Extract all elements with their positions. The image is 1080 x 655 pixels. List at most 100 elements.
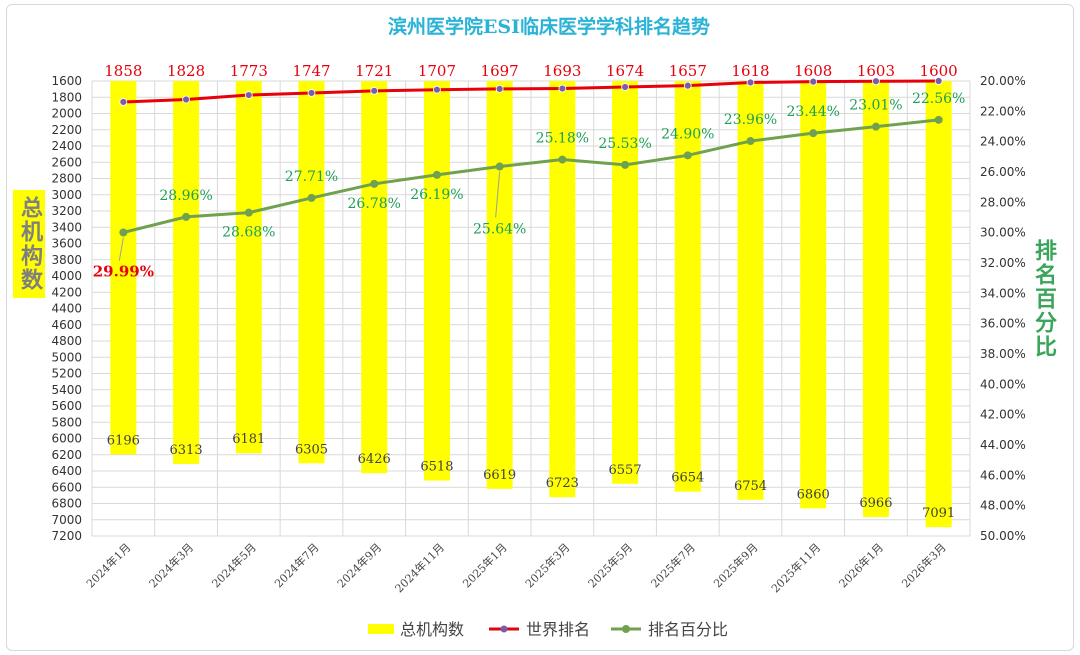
bar [737,81,764,500]
right-tick-label: 24.00% [980,135,1026,149]
legend-percent-label: 排名百分比 [648,620,728,639]
left-tick-label: 6600 [51,480,82,494]
x-tick-label: 2024年3月 [146,540,196,590]
left-tick-label: 2400 [51,139,82,153]
left-tick-label: 5400 [51,383,82,397]
x-tick-label: 2025年9月 [710,540,760,590]
bar [173,81,200,464]
legend-bar-swatch [368,624,394,634]
x-tick-label: 2025年11月 [768,540,823,595]
right-tick-label: 50.00% [980,529,1026,543]
bar [674,81,701,492]
percent-point [683,151,692,160]
chart-title: 滨州医学院ESI临床医学学科排名趋势 [388,15,710,38]
right-tick-label: 46.00% [980,468,1026,482]
bar [110,81,137,455]
left-tick-label: 3200 [51,204,82,218]
left-tick-label: 7200 [51,529,82,543]
rank-data-label: 1657 [669,62,707,80]
bar [549,81,576,498]
rank-data-label: 1828 [167,62,205,80]
left-tick-label: 5600 [51,399,82,413]
percent-point [119,228,128,237]
bar [298,81,325,464]
rank-point [809,77,818,86]
right-tick-label: 30.00% [980,226,1026,240]
right-tick-label: 32.00% [980,256,1026,270]
right-tick-label: 40.00% [980,377,1026,391]
left-tick-label: 6200 [51,448,82,462]
right-tick-label: 28.00% [980,195,1026,209]
percent-point [182,212,191,221]
percent-point [307,193,316,202]
rank-data-label: 1608 [794,62,832,80]
percent-data-label: 26.78% [348,196,401,212]
rank-point [119,98,128,106]
rank-data-label: 1603 [857,62,895,80]
rank-line [123,79,939,104]
x-tick-label: 2024年9月 [334,540,384,590]
rank-point [683,81,692,90]
left-tick-label: 6000 [51,432,82,446]
left-tick-label: 4000 [51,269,82,283]
rank-point [558,84,567,93]
percent-point [370,179,379,188]
percent-data-label: 24.90% [661,126,714,142]
percent-point [244,208,253,217]
left-tick-label: 2200 [51,123,82,137]
bar-data-label: 6654 [671,471,704,486]
rank-data-label: 1747 [292,62,330,80]
percent-data-label: 26.19% [410,187,463,203]
x-tick-label: 2024年5月 [209,540,259,590]
bar [235,81,262,454]
left-tick-label: 4600 [51,318,82,332]
bar-data-label: 6305 [295,442,328,457]
x-tick-label: 2026年1月 [836,540,886,590]
x-tick-label: 2026年3月 [899,540,949,590]
left-tick-label: 3000 [51,188,82,202]
bar-data-label: 6557 [609,463,642,478]
bar-data-label: 6426 [358,452,391,467]
rank-point [621,83,629,91]
right-tick-label: 36.00% [980,317,1026,331]
left-tick-label: 1600 [51,74,82,88]
x-tick-label: 2024年1月 [83,540,133,590]
left-tick-label: 7000 [51,513,82,527]
right-tick-label: 44.00% [980,438,1026,452]
x-tick-label: 2025年3月 [522,540,572,590]
rank-data-label: 1600 [920,62,958,80]
left-tick-label: 2000 [51,107,82,121]
percent-line [122,118,939,234]
percent-data-label: 28.96% [159,188,212,204]
percent-data-label: 22.56% [912,91,965,107]
bar [862,81,889,517]
legend-percent-marker [622,625,630,633]
legend-bar-label: 总机构数 [400,620,464,639]
rank-data-label: 1773 [230,62,268,80]
rank-data-label: 1618 [731,62,769,80]
percent-data-label: 25.64% [473,222,526,238]
left-tick-label: 5200 [51,367,82,381]
right-tick-label: 34.00% [980,286,1026,300]
percent-data-label: 25.18% [536,131,589,147]
bar-data-label: 6181 [232,432,265,447]
bar-data-label: 6619 [483,468,516,483]
bar [423,81,450,481]
rank-data-label: 1707 [418,62,456,80]
right-tick-label: 48.00% [980,499,1026,513]
bar-data-label: 7091 [922,506,955,521]
percent-point [809,129,818,138]
rank-point [182,95,190,104]
rank-point [934,77,943,85]
rank-point [872,77,880,86]
bar-data-label: 6518 [420,460,453,475]
bar-data-label: 6754 [734,479,767,494]
bar-data-label: 6196 [107,433,140,448]
left-tick-label: 3400 [51,220,82,234]
bar-data-label: 6966 [859,496,892,511]
bar [486,81,513,489]
right-axis-label: 排名百分比 [1031,239,1056,359]
percent-leader-line [495,171,501,218]
percent-data-label: 27.71% [285,169,338,185]
